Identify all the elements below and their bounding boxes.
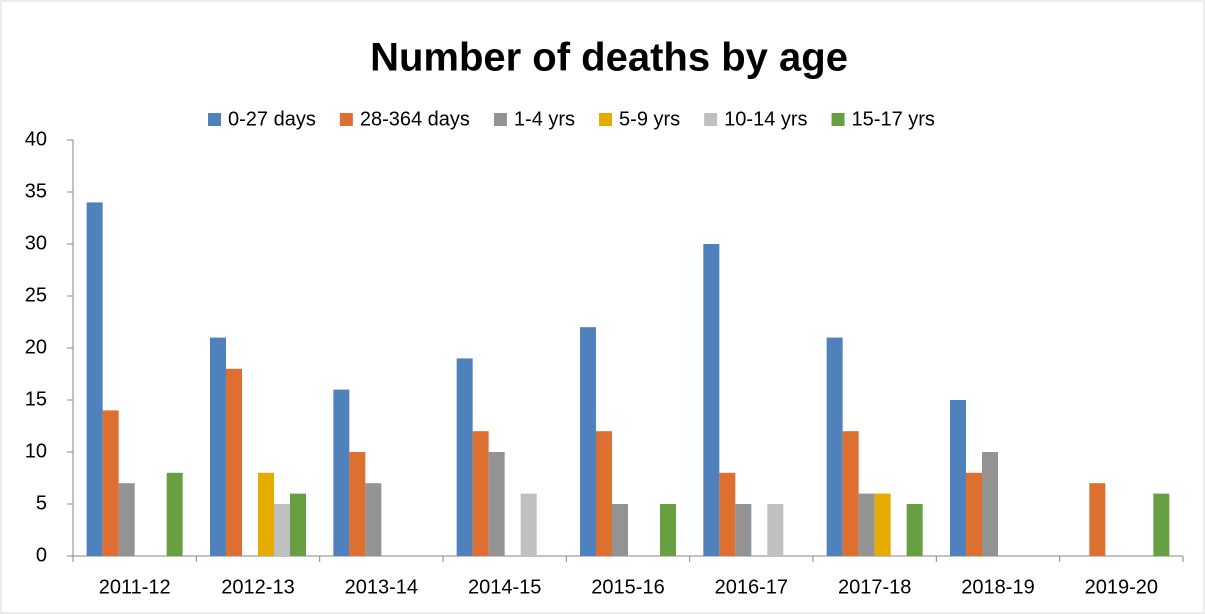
bar [826,337,843,556]
bar [488,452,505,556]
x-tick-label: 2011-12 [99,576,171,598]
bar [767,504,784,556]
bar [274,504,290,556]
bar [858,493,875,556]
bar [596,431,612,556]
legend-label: 10-14 yrs [724,108,807,130]
bar [660,504,676,556]
bar [906,504,923,556]
bar [102,410,119,556]
x-tick-label: 2015-16 [591,576,664,598]
y-tick-label: 30 [25,232,47,254]
bar [210,337,226,556]
bar [612,504,628,556]
bar [472,431,489,556]
bar [1089,483,1106,556]
bar [349,452,366,556]
x-tick-label: 2014-15 [468,576,541,598]
bar [118,483,135,556]
bar [333,389,350,556]
y-tick-label: 0 [36,544,47,566]
bar [365,483,382,556]
bar [735,504,752,556]
bar [703,244,720,556]
y-tick-label: 35 [25,180,47,202]
y-tick-label: 5 [36,492,47,514]
bar [290,493,306,556]
y-tick-label: 40 [25,128,47,150]
x-tick-label: 2018-19 [961,576,1034,598]
legend-swatch [493,113,507,126]
legend-label: 1-4 yrs [514,108,575,130]
bar [950,400,966,556]
legend-label: 28-364 days [360,108,470,130]
y-tick-label: 10 [25,440,47,462]
legend-swatch [339,113,353,126]
bar [580,327,596,556]
x-tick-label: 2012-13 [221,576,294,598]
bar [982,452,998,556]
bar [258,472,274,556]
bar [966,472,982,556]
bar [842,431,859,556]
legend-swatch [208,113,221,126]
x-tick-label: 2017-18 [838,576,911,598]
x-tick-label: 2016-17 [715,576,788,598]
y-tick-label: 15 [25,388,47,410]
bar [226,368,242,556]
legend-label: 15-17 yrs [852,108,935,130]
x-tick-label: 2013-14 [345,576,418,598]
legend-swatch [831,113,845,126]
bar [520,493,537,556]
chart-title: Number of deaths by age [370,36,848,80]
bar [1153,493,1170,556]
bar [874,493,891,556]
y-tick-label: 25 [25,284,47,306]
legend-swatch [704,113,718,126]
y-tick-label: 20 [25,336,47,358]
legend-label: 0-27 days [228,108,316,130]
bar [166,472,183,556]
bar [719,472,736,556]
bar [86,202,103,556]
x-tick-label: 2019-20 [1085,576,1158,598]
legend-label: 5-9 yrs [619,108,680,130]
bar [456,358,473,556]
legend-swatch [599,113,613,126]
